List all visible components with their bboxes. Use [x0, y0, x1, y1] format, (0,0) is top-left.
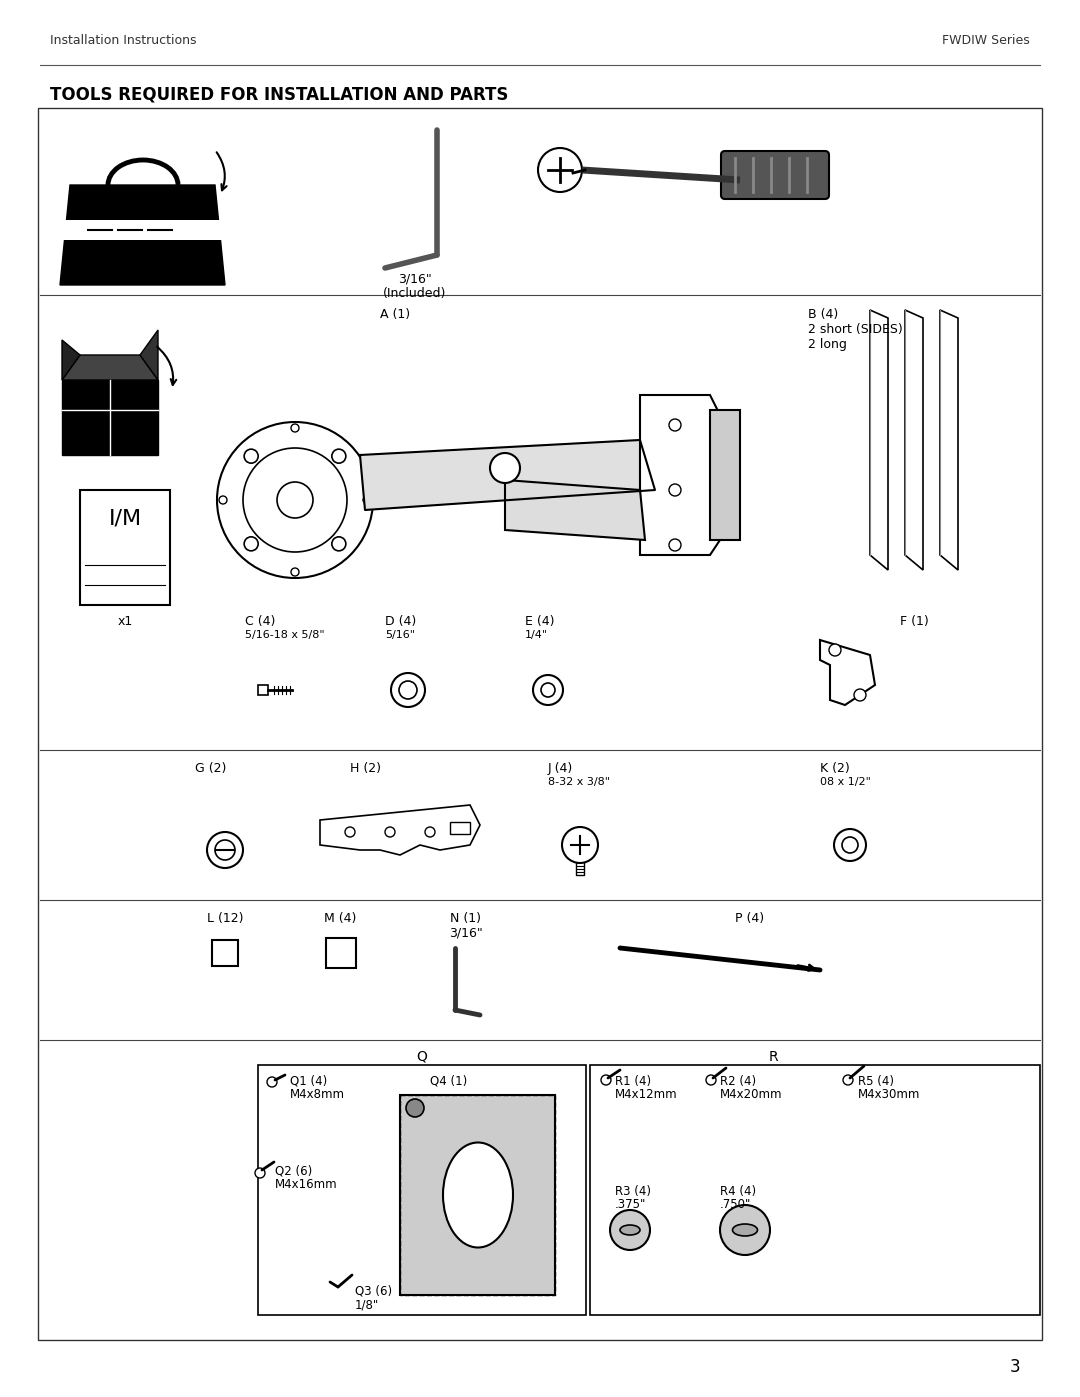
- Polygon shape: [320, 805, 480, 855]
- Bar: [212, 940, 238, 965]
- Text: Q: Q: [417, 1051, 428, 1065]
- Text: x1: x1: [118, 615, 133, 629]
- Text: D (4): D (4): [384, 615, 416, 629]
- Circle shape: [426, 827, 435, 837]
- Text: 5/16": 5/16": [384, 630, 415, 640]
- Text: .375": .375": [615, 1199, 646, 1211]
- Circle shape: [384, 827, 395, 837]
- Circle shape: [669, 419, 681, 432]
- Circle shape: [217, 422, 373, 578]
- Bar: [590, 1065, 1040, 1315]
- Text: Installation Instructions: Installation Instructions: [50, 34, 197, 46]
- Bar: [710, 409, 740, 541]
- Circle shape: [843, 1076, 853, 1085]
- Bar: [258, 1065, 586, 1315]
- Text: 3: 3: [1010, 1358, 1020, 1376]
- Ellipse shape: [732, 1224, 757, 1236]
- Text: R4 (4): R4 (4): [720, 1185, 756, 1199]
- Bar: [400, 1095, 555, 1295]
- FancyBboxPatch shape: [721, 151, 829, 198]
- Circle shape: [842, 837, 858, 854]
- Circle shape: [854, 689, 866, 701]
- Text: N (1): N (1): [450, 912, 482, 925]
- Bar: [400, 1095, 555, 1295]
- Circle shape: [399, 680, 417, 698]
- Bar: [450, 821, 470, 834]
- Text: Q3 (6): Q3 (6): [355, 1285, 392, 1298]
- Text: R: R: [768, 1051, 778, 1065]
- Circle shape: [332, 536, 346, 550]
- Text: M4x30mm: M4x30mm: [858, 1088, 920, 1101]
- Polygon shape: [505, 481, 645, 541]
- Text: F (1): F (1): [900, 615, 929, 629]
- Circle shape: [391, 673, 426, 707]
- Bar: [258, 685, 268, 694]
- Polygon shape: [140, 330, 158, 380]
- Text: 1/8": 1/8": [355, 1298, 379, 1310]
- Circle shape: [363, 496, 372, 504]
- Circle shape: [244, 450, 258, 464]
- Polygon shape: [60, 219, 225, 240]
- Circle shape: [538, 148, 582, 191]
- Circle shape: [345, 827, 355, 837]
- Polygon shape: [940, 310, 958, 570]
- Circle shape: [255, 1168, 265, 1178]
- Polygon shape: [62, 355, 158, 380]
- Text: I/M: I/M: [108, 509, 141, 528]
- Circle shape: [600, 1076, 611, 1085]
- Text: M4x20mm: M4x20mm: [720, 1088, 783, 1101]
- Text: M4x16mm: M4x16mm: [275, 1178, 338, 1192]
- Polygon shape: [62, 380, 158, 455]
- Text: L (12): L (12): [206, 912, 243, 925]
- Text: K (2): K (2): [820, 761, 850, 775]
- Circle shape: [291, 425, 299, 432]
- Circle shape: [215, 840, 235, 861]
- Circle shape: [207, 833, 243, 868]
- Text: M (4): M (4): [324, 912, 356, 925]
- Circle shape: [534, 675, 563, 705]
- Text: C (4): C (4): [245, 615, 275, 629]
- Bar: [38, 108, 1042, 1340]
- Circle shape: [244, 536, 258, 550]
- Text: 3/16": 3/16": [449, 928, 483, 940]
- Text: Q1 (4): Q1 (4): [291, 1076, 327, 1088]
- Circle shape: [291, 569, 299, 576]
- Polygon shape: [870, 310, 888, 570]
- Circle shape: [706, 1076, 716, 1085]
- Ellipse shape: [443, 1143, 513, 1248]
- Polygon shape: [905, 310, 923, 570]
- Circle shape: [669, 483, 681, 496]
- Text: A (1): A (1): [380, 307, 410, 321]
- Text: Q2 (6): Q2 (6): [275, 1165, 312, 1178]
- Text: P (4): P (4): [735, 912, 765, 925]
- Circle shape: [243, 448, 347, 552]
- Circle shape: [276, 482, 313, 518]
- Text: 3/16"
(Included): 3/16" (Included): [383, 272, 447, 300]
- Text: FWDIW Series: FWDIW Series: [942, 34, 1030, 46]
- Polygon shape: [60, 184, 225, 285]
- Text: R2 (4): R2 (4): [720, 1076, 756, 1088]
- Bar: [326, 937, 356, 968]
- Text: E (4): E (4): [525, 615, 554, 629]
- Polygon shape: [640, 395, 720, 555]
- Text: 5/16-18 x 5/8": 5/16-18 x 5/8": [245, 630, 325, 640]
- Circle shape: [267, 1077, 276, 1087]
- Bar: [80, 490, 170, 605]
- Circle shape: [834, 828, 866, 861]
- Polygon shape: [62, 339, 80, 380]
- Text: Q4 (1): Q4 (1): [430, 1076, 468, 1088]
- Text: R5 (4): R5 (4): [858, 1076, 894, 1088]
- Circle shape: [490, 453, 519, 483]
- Text: G (2): G (2): [195, 761, 227, 775]
- Ellipse shape: [620, 1225, 640, 1235]
- Circle shape: [541, 683, 555, 697]
- Text: R1 (4): R1 (4): [615, 1076, 651, 1088]
- Text: B (4)
2 short (SIDES)
2 long: B (4) 2 short (SIDES) 2 long: [808, 307, 903, 351]
- Text: 1/4": 1/4": [525, 630, 549, 640]
- Polygon shape: [360, 440, 654, 510]
- Circle shape: [406, 1099, 424, 1118]
- Text: .750": .750": [720, 1199, 752, 1211]
- Text: TOOLS REQUIRED FOR INSTALLATION AND PARTS: TOOLS REQUIRED FOR INSTALLATION AND PART…: [50, 85, 509, 103]
- Circle shape: [219, 496, 227, 504]
- Text: M4x12mm: M4x12mm: [615, 1088, 677, 1101]
